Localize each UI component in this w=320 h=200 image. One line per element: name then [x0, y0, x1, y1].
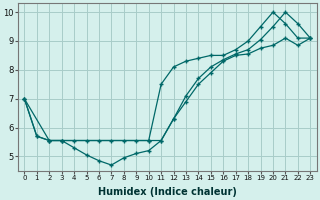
X-axis label: Humidex (Indice chaleur): Humidex (Indice chaleur)	[98, 187, 237, 197]
